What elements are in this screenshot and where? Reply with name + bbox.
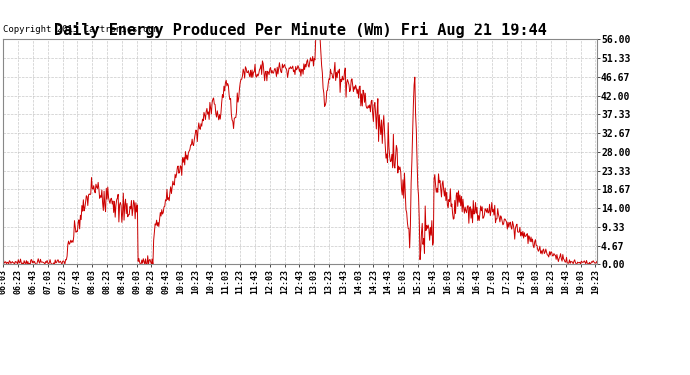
Title: Daily Energy Produced Per Minute (Wm) Fri Aug 21 19:44: Daily Energy Produced Per Minute (Wm) Fr… <box>54 22 546 38</box>
Text: Power Produced  (watts/minute): Power Produced (watts/minute) <box>422 17 582 26</box>
Text: Copyright 2015 Cartronics.com: Copyright 2015 Cartronics.com <box>3 25 159 34</box>
